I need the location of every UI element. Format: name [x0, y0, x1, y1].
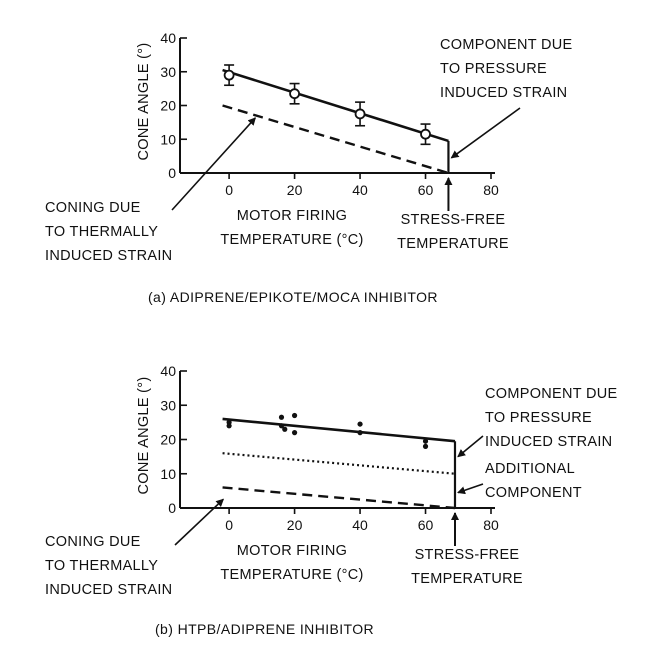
- y-tick-label: 30: [160, 397, 176, 413]
- y-tick-label: 0: [168, 500, 176, 516]
- y-tick-label: 10: [160, 131, 176, 147]
- series-dashed-line: [222, 104, 449, 175]
- x-tick-label: 60: [418, 517, 434, 533]
- pressure-label: COMPONENT DUE TO PRESSURE INDUCED STRAIN: [485, 386, 618, 450]
- y-tick-label: 0: [168, 165, 176, 181]
- y-tick-label: 40: [160, 363, 176, 379]
- caption: (b) HTPB/ADIPRENE INHIBITOR: [155, 621, 374, 637]
- data-point: [282, 426, 288, 432]
- chart-panel-b: 0 10 20 30 40 0 20 40 60 80 CONE ANGLE (°) MOTOR FI…: [45, 363, 618, 637]
- x-tick-label: 80: [483, 182, 499, 198]
- data-point: [278, 423, 285, 429]
- x-tick-label: 0: [225, 517, 233, 533]
- data-point: [223, 69, 235, 81]
- additional-label-line: ADDITIONAL: [485, 461, 575, 477]
- pressure-label: COMPONENT DUE TO PRESSURE INDUCED STRAIN: [440, 37, 573, 101]
- pressure-label-line: INDUCED STRAIN: [440, 85, 567, 101]
- stress-free-label-line: TEMPERATURE: [397, 236, 509, 252]
- data-point: [354, 108, 366, 120]
- pressure-label-line: COMPONENT DUE: [485, 386, 618, 402]
- pressure-arrow: [457, 435, 484, 458]
- data-point: [289, 88, 300, 100]
- additional-label: ADDITIONAL COMPONENT: [485, 461, 582, 501]
- thermal-label-line: INDUCED STRAIN: [45, 248, 172, 264]
- data-point: [278, 414, 285, 420]
- pressure-arrow: [450, 107, 521, 159]
- thermal-arrow: [171, 117, 256, 211]
- x-axis-label-line2: TEMPERATURE (°C): [220, 567, 363, 583]
- data-point: [291, 412, 298, 419]
- x-tick-label: 20: [287, 182, 303, 198]
- additional-label-line: COMPONENT: [485, 485, 582, 501]
- x-tick-label: 0: [225, 182, 233, 198]
- y-tick-label: 30: [160, 64, 176, 80]
- x-tick-label: 20: [287, 517, 303, 533]
- chart-panel-a: 0 10 20 30 40 0 20 40 60 80 CONE ANGLE (°) MOTOR FI…: [45, 30, 573, 305]
- data-point: [357, 421, 363, 427]
- thermal-label: CONING DUE TO THERMALLY INDUCED STRAIN: [45, 534, 172, 598]
- y-tick-label: 20: [160, 432, 176, 448]
- y-axis-label: CONE ANGLE (°): [136, 377, 152, 495]
- series-solid-line: [222, 417, 456, 443]
- y-tick-label: 40: [160, 30, 176, 46]
- y-tick-label: 10: [160, 466, 176, 482]
- series-dashed-line: [222, 486, 456, 510]
- x-axis-label-line1: MOTOR FIRING: [237, 208, 347, 224]
- thermal-label-line: CONING DUE: [45, 534, 141, 550]
- pressure-label-line: COMPONENT DUE: [440, 37, 573, 53]
- x-tick-label: 60: [418, 182, 434, 198]
- series-dotted-line: [222, 452, 456, 475]
- stress-free-label-line: STRESS-FREE: [415, 547, 520, 563]
- y-axis-label: CONE ANGLE (°): [136, 43, 152, 161]
- stress-free-label-line: TEMPERATURE: [411, 571, 523, 587]
- series-solid-line: [222, 68, 449, 143]
- data-point: [291, 430, 298, 436]
- additional-arrow: [457, 483, 484, 495]
- pressure-label-line: TO PRESSURE: [485, 410, 592, 426]
- thermal-label-line: CONING DUE: [45, 200, 141, 216]
- thermal-label-line: INDUCED STRAIN: [45, 582, 172, 598]
- stress-free-label-line: STRESS-FREE: [401, 212, 506, 228]
- thermal-label-line: TO THERMALLY: [45, 224, 158, 240]
- stress-free-label: STRESS-FREE TEMPERATURE: [397, 212, 509, 252]
- x-axis-label-line2: TEMPERATURE (°C): [220, 232, 363, 248]
- caption: (a) ADIPRENE/EPIKOTE/MOCA INHIBITOR: [148, 289, 438, 305]
- data-point: [226, 423, 232, 429]
- thermal-arrow: [174, 498, 225, 546]
- pressure-label-line: INDUCED STRAIN: [485, 434, 612, 450]
- x-tick-label: 40: [352, 517, 368, 533]
- x-axis-label-line1: MOTOR FIRING: [237, 543, 347, 559]
- y-tick-label: 20: [160, 98, 176, 114]
- stress-free-label: STRESS-FREE TEMPERATURE: [411, 547, 523, 587]
- x-tick-label: 40: [352, 182, 368, 198]
- thermal-label-line: TO THERMALLY: [45, 558, 158, 574]
- thermal-label: CONING DUE TO THERMALLY INDUCED STRAIN: [45, 200, 172, 264]
- pressure-label-line: TO PRESSURE: [440, 61, 547, 77]
- x-tick-label: 80: [483, 517, 499, 533]
- data-point: [422, 438, 429, 444]
- data-point: [357, 430, 363, 436]
- data-point: [420, 128, 431, 140]
- data-point: [422, 443, 429, 449]
